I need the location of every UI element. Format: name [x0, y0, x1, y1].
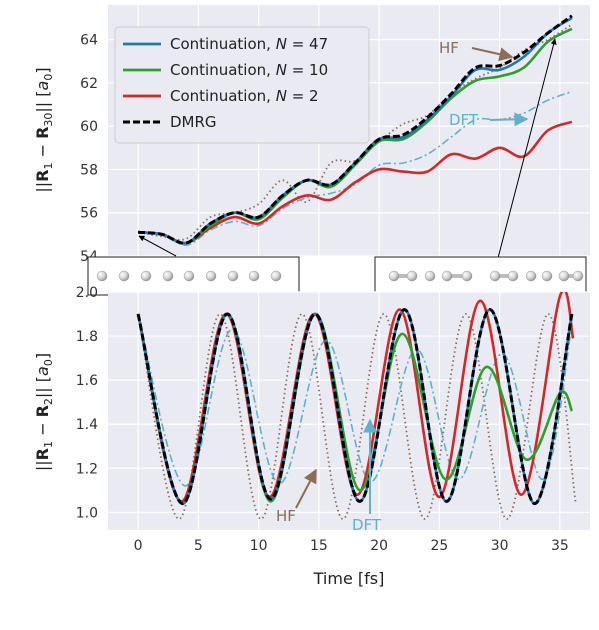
atom: [205, 270, 217, 282]
top-dft-label: DFT: [449, 111, 479, 129]
bottom-hf-label: HF: [276, 507, 296, 525]
top-series: [137, 14, 573, 247]
y-tick-label: 1.4: [76, 417, 98, 433]
atom: [441, 270, 453, 282]
atom: [248, 270, 260, 282]
top-annotation-hf: HF: [439, 39, 514, 62]
top-hf-label: HF: [439, 39, 459, 57]
x-tick-label: 10: [250, 538, 268, 554]
series-line-dmrg: [136, 308, 574, 506]
molecule-snapshot-initial: [87, 256, 300, 296]
atom: [162, 270, 174, 282]
atom: [558, 270, 570, 282]
bottom-x-ticks: 0 5 10 15 20 25 30 35: [134, 538, 569, 554]
snapshot-pointer-start: [138, 235, 177, 257]
y-tick-label: 62: [80, 76, 98, 92]
atom: [489, 270, 501, 282]
legend-box: [114, 26, 370, 144]
bond: [394, 274, 412, 278]
legend: Continuation, N = 47 Continuation, N = 10…: [114, 26, 370, 144]
atom: [525, 270, 537, 282]
legend-label: Continuation, N = 10: [170, 61, 328, 79]
bond: [495, 274, 513, 278]
series-line-hf: [137, 23, 573, 241]
bottom-annotation-dft: DFT: [352, 418, 382, 534]
y-tick-label: 1.6: [76, 373, 98, 389]
y-tick-label: 58: [80, 162, 98, 178]
bottom-y-axis-label: ||R1 − R2|| [a0]: [33, 353, 55, 471]
top-panel: 545658606264 Continuation, N = 47Continu…: [33, 5, 590, 265]
atom: [406, 270, 418, 282]
legend-label: Continuation, N = 2: [170, 87, 319, 105]
top-annotation-dft: DFT: [449, 111, 529, 129]
atom: [140, 270, 152, 282]
atom: [541, 270, 553, 282]
x-tick-label: 5: [194, 538, 203, 554]
y-tick-label: 64: [80, 33, 98, 49]
atom: [507, 270, 519, 282]
y-tick-label: 1.0: [76, 505, 98, 521]
x-axis-label: Time [fs]: [313, 569, 385, 588]
bottom-annotation-hf: HF: [276, 468, 317, 525]
atom: [461, 270, 473, 282]
atom: [118, 270, 130, 282]
bottom-series: [136, 292, 577, 520]
legend-label: DMRG: [170, 113, 217, 131]
top-y-axis-label: ||R1 − R30|| [a0]: [33, 67, 55, 192]
atom: [424, 270, 436, 282]
y-tick-label: 56: [80, 206, 98, 222]
bond: [564, 274, 578, 278]
snapshot-pointer-end: [497, 38, 557, 259]
atom: [227, 270, 239, 282]
x-tick-label: 30: [491, 538, 509, 554]
atom: [388, 270, 400, 282]
x-tick-label: 35: [551, 538, 569, 554]
series-line-continuation-n-10: [137, 27, 573, 245]
atom: [572, 270, 584, 282]
bottom-y-ticks: 1.0 1.2 1.4 1.6 1.8 2.0: [76, 285, 98, 521]
series-line-dmrg: [137, 14, 573, 245]
atom: [270, 270, 282, 282]
bottom-panel: 1.0 1.2 1.4 1.6 1.8 2.0 0 5 10 15 20 25 30 35 HF DFT…: [33, 285, 590, 588]
bond: [447, 274, 467, 278]
x-tick-label: 20: [370, 538, 388, 554]
x-tick-label: 0: [134, 538, 143, 554]
atom: [183, 270, 195, 282]
atom: [96, 270, 108, 282]
x-tick-label: 15: [310, 538, 328, 554]
y-tick-label: 60: [80, 119, 98, 135]
y-tick-label: 2.0: [76, 285, 98, 301]
bottom-dft-label: DFT: [352, 516, 382, 534]
molecule-snapshot-final: [374, 256, 587, 296]
y-tick-label: 1.8: [76, 329, 98, 345]
series-line-continuation-n-2: [137, 120, 573, 245]
legend-label: Continuation, N = 47: [170, 35, 328, 53]
y-tick-label: 1.2: [76, 461, 98, 477]
x-tick-label: 25: [430, 538, 448, 554]
top-y-ticks: 545658606264: [80, 33, 98, 265]
